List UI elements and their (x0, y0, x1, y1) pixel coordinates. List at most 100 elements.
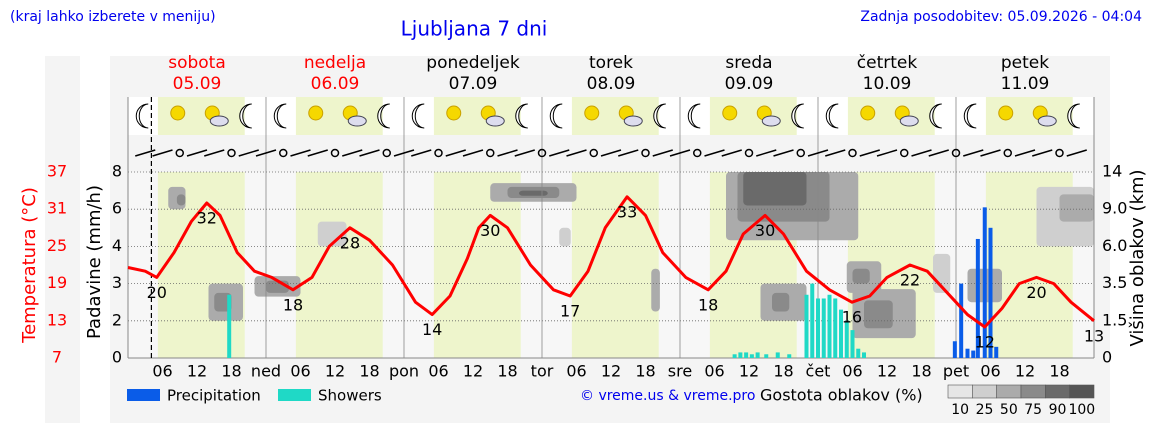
y-axis-title: Padavine (mm/h) (84, 185, 105, 339)
x-tick-label: 18 (497, 362, 517, 381)
legend-swatch (127, 389, 160, 401)
temp-extreme-label: 13 (1084, 326, 1104, 345)
bar (787, 354, 792, 358)
wind-calm (641, 148, 650, 158)
cloud-cell (214, 292, 232, 312)
x-tick-label: 12 (739, 362, 759, 381)
wind-barb (773, 149, 794, 157)
x-tick-label: 12 (463, 362, 483, 381)
bar (952, 341, 957, 358)
moon-icon (1067, 103, 1080, 129)
wind-barb (911, 149, 932, 157)
cloud-icon (899, 115, 919, 127)
temp-tick-label: 7 (52, 348, 62, 367)
bar (827, 294, 832, 358)
cloud-legend-label: 90 (1049, 402, 1067, 418)
wind-barb (135, 149, 156, 157)
temp-extreme-label: 18 (283, 295, 303, 314)
x-tick-label: 12 (877, 362, 897, 381)
x-tick-label: 06 (152, 362, 172, 381)
bar (982, 207, 987, 358)
bar (959, 283, 964, 358)
x-tick-label: 18 (221, 362, 241, 381)
day-name: nedelja (304, 53, 366, 73)
moon-icon (687, 103, 701, 129)
moon-icon (273, 103, 287, 129)
wind-barb (411, 149, 432, 157)
temp-extreme-label: 32 (197, 209, 217, 228)
sun-icon (722, 105, 738, 121)
sun-icon (308, 105, 324, 121)
day-name: torek (589, 53, 633, 73)
y2-tick-label: 14 (1102, 162, 1122, 181)
temp-extreme-label: 30 (480, 221, 500, 240)
wind-calm (537, 148, 547, 158)
y2-tick-label: 1.5 (1102, 310, 1127, 329)
left-panel (45, 56, 80, 423)
cloud-cell (864, 300, 893, 329)
wind-barb (669, 149, 691, 157)
x-tick-label: 06 (566, 362, 586, 381)
cloud-legend-title: Gostota oblakov (%) (760, 386, 923, 405)
legend-swatch (278, 389, 311, 401)
daylight-band (571, 172, 659, 358)
day-date: 06.09 (311, 74, 360, 94)
x-tick-label: 12 (1015, 362, 1035, 381)
cloud-icon (209, 115, 229, 127)
temp-extreme-label: 22 (900, 271, 920, 290)
wind-calm (382, 148, 391, 158)
wind-calm (848, 148, 857, 158)
cloud-legend-label: 25 (976, 402, 994, 418)
temp-extreme-label: 33 (617, 202, 637, 221)
wind-barb (721, 149, 742, 157)
temp-axis-title: Temperatura (°C) (19, 187, 40, 344)
wind-barb (980, 149, 1001, 157)
wind-barb (359, 149, 380, 157)
bar (732, 354, 737, 358)
note: (kraj lahko izberete v meniju) (10, 9, 216, 25)
bar (810, 283, 815, 358)
bar (227, 294, 232, 358)
y-tick-label: 6 (112, 199, 122, 218)
moon-icon (515, 103, 528, 129)
temp-extreme-label: 16 (842, 308, 862, 327)
wind-calm (486, 148, 495, 158)
cloud-icon (623, 115, 643, 127)
temp-extreme-label: 30 (755, 221, 775, 240)
sun-icon (584, 105, 600, 121)
cloud-cell (519, 190, 548, 196)
x-tick-label: 12 (187, 362, 207, 381)
legend-label: Precipitation (167, 387, 261, 405)
wind-calm (1055, 148, 1064, 158)
moon-icon (411, 103, 425, 129)
moon-icon (377, 103, 390, 129)
y2-tick-label: 0 (1102, 348, 1112, 367)
bar (839, 309, 843, 358)
wind-calm (227, 148, 236, 158)
wind-barb (704, 149, 725, 157)
temp-extreme-label: 18 (698, 295, 718, 314)
cloud-legend-label: 10 (951, 402, 969, 418)
x-tick-label: 06 (842, 362, 862, 381)
cloud-icon (347, 115, 367, 127)
wind-calm (434, 148, 443, 158)
sun-icon (446, 105, 462, 121)
bar (764, 354, 769, 358)
x-tick-label: sre (668, 362, 692, 381)
bar (844, 320, 849, 358)
wind-barb (1066, 149, 1087, 157)
bar (833, 298, 838, 358)
moon-icon (135, 103, 149, 129)
daylight-band (295, 172, 383, 358)
wind-barb (566, 149, 587, 157)
cloud-icon (761, 115, 781, 127)
temp-extreme-label: 20 (147, 283, 167, 302)
cloud-legend-box (996, 384, 1022, 399)
day-date: 08.09 (587, 74, 636, 94)
wind-calm (589, 148, 598, 158)
y2-axis-title: Višina oblakov (km) (1127, 169, 1148, 346)
sun-icon (860, 105, 876, 121)
moon-icon (825, 103, 839, 129)
x-tick-label: 06 (428, 362, 448, 381)
bar (975, 238, 980, 358)
